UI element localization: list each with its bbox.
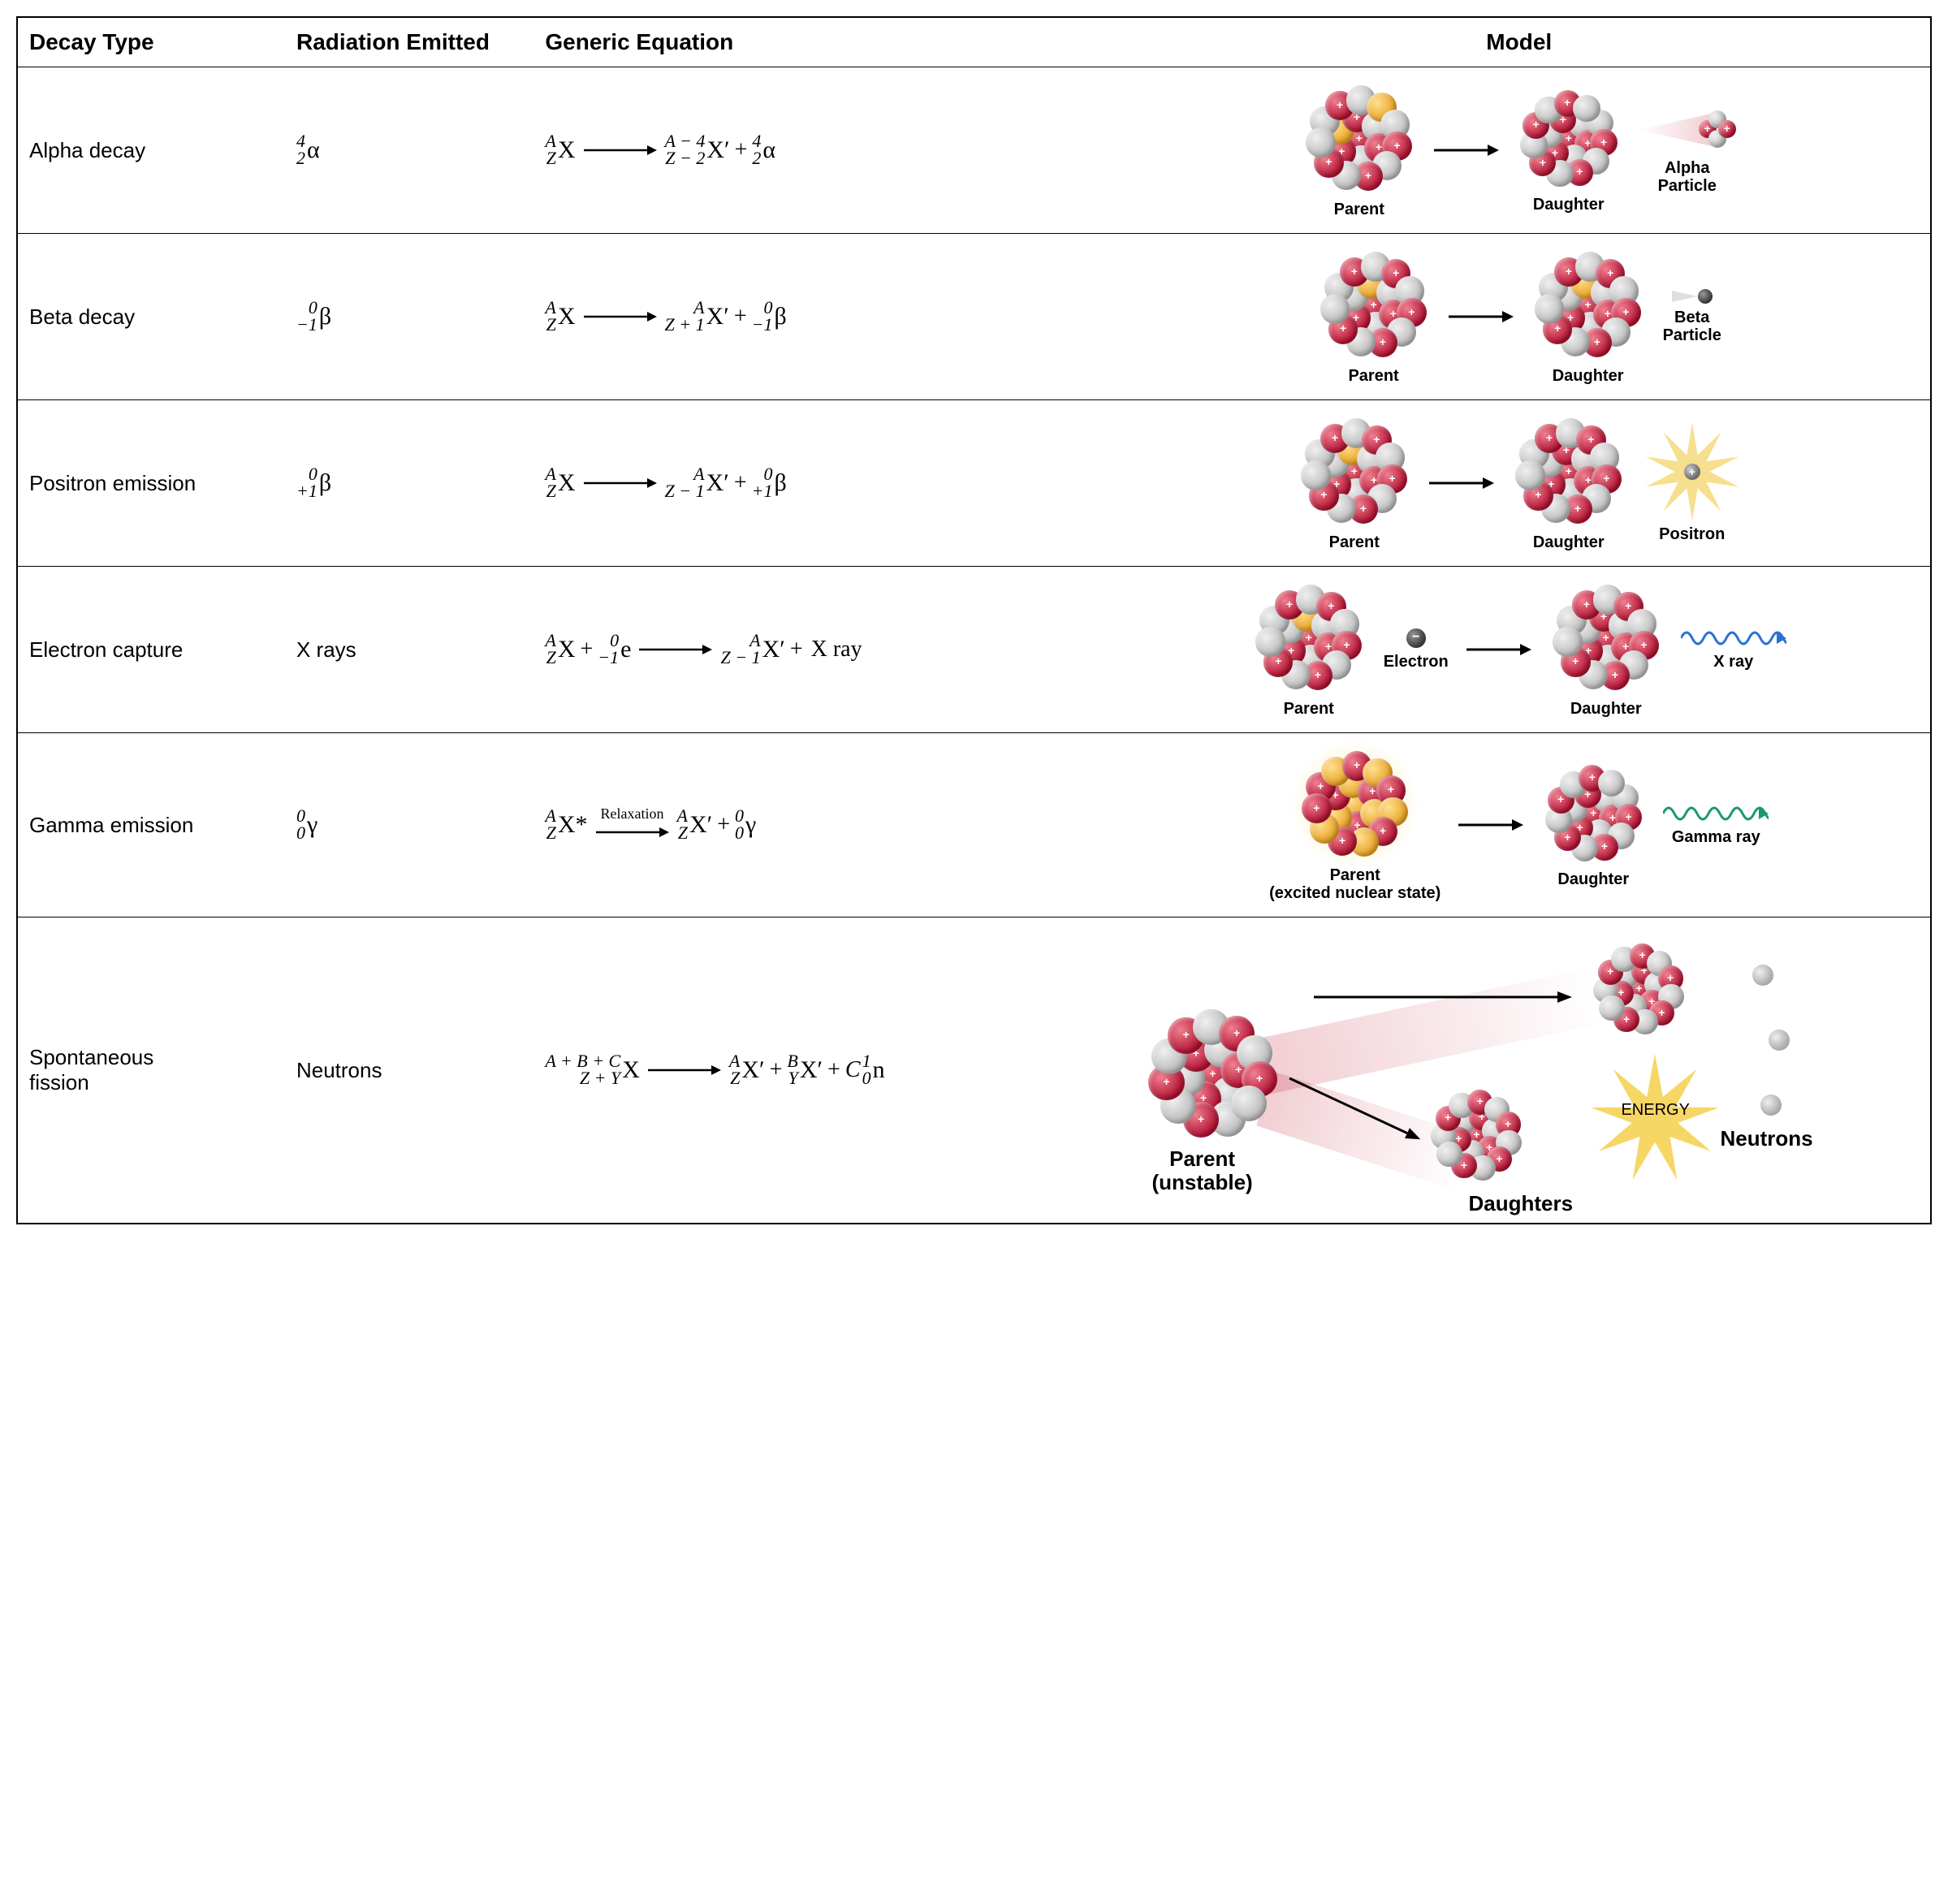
- header-radiation: Radiation Emitted: [285, 17, 533, 67]
- table-row: SpontaneousfissionNeutrons A + B + CZ + …: [17, 917, 1931, 1224]
- decay-type-label: Electron capture: [17, 567, 285, 733]
- header-row: Decay Type Radiation Emitted Generic Equ…: [17, 17, 1931, 67]
- decay-type-label: Alpha decay: [17, 67, 285, 234]
- nucleus-icon: [1252, 581, 1366, 695]
- fission-model: ENERGY Parent(unstable) Daughters Neutro…: [1119, 932, 1919, 1208]
- radiation-emitted: 42 α: [285, 67, 533, 234]
- nucleus-icon: [1298, 748, 1412, 861]
- generic-equation: AZ X + 0−1 e AZ − 1 X′ +X ray: [533, 567, 1108, 733]
- radiation-emitted: Neutrons: [285, 917, 533, 1224]
- decay-type-label: Positron emission: [17, 400, 285, 567]
- nucleus-icon: [1143, 1005, 1281, 1143]
- generic-equation: A + B + CZ + Y X AZ X′ + BY X′ + C 10 n: [533, 917, 1108, 1224]
- neutron-icon: [1769, 1030, 1790, 1051]
- decay-type-label: Spontaneousfission: [17, 917, 285, 1224]
- radiation-emitted: 0+1 β: [285, 400, 533, 567]
- arrow-icon: [1466, 641, 1531, 658]
- nucleus-icon: [1298, 415, 1411, 529]
- table-row: Beta decay 0−1 β AZ X AZ + 1 X′ + 0−1 β …: [17, 234, 1931, 400]
- generic-equation: AZ X AZ − 1 X′ + 0+1 β: [533, 400, 1108, 567]
- nucleus-icon: [1549, 581, 1663, 695]
- decay-type-label: Gamma emission: [17, 733, 285, 917]
- model-diagram: Parent Daughter AlphaParticle: [1108, 67, 1931, 234]
- radiation-emitted: X rays: [285, 567, 533, 733]
- daughters-label: Daughters: [1468, 1192, 1573, 1215]
- table-row: Positron emission 0+1 β AZ X AZ − 1 X′ +…: [17, 400, 1931, 567]
- nucleus-icon: [1317, 248, 1431, 362]
- header-equation: Generic Equation: [533, 17, 1108, 67]
- arrow-icon: [1449, 309, 1514, 325]
- model-diagram: Parent Daughter Positron: [1108, 400, 1931, 567]
- generic-equation: AZ X A − 4Z − 2 X′ + 42 α: [533, 67, 1108, 234]
- model-diagram: Parent Electron Daughter X ray: [1108, 567, 1931, 733]
- nucleus-icon: [1590, 940, 1687, 1038]
- decay-type-label: Beta decay: [17, 234, 285, 400]
- energy-label: ENERGY: [1621, 1101, 1689, 1119]
- generic-equation: AZ X AZ + 1 X′ + 0−1 β: [533, 234, 1108, 400]
- parent-label: Parent(unstable): [1151, 1147, 1252, 1194]
- nucleus-icon: [1517, 87, 1621, 191]
- arrow-icon: [1429, 475, 1494, 491]
- wave-icon: [1663, 804, 1769, 823]
- positron-icon: [1643, 423, 1741, 520]
- neutron-icon: [1760, 1094, 1782, 1116]
- nucleus-icon: [1531, 248, 1645, 362]
- nucleus-icon: [1541, 762, 1645, 866]
- arrow-icon: [1434, 142, 1499, 158]
- arrow-icon: [1458, 817, 1523, 833]
- model-diagram: ENERGY Parent(unstable) Daughters Neutro…: [1108, 917, 1931, 1224]
- electron-icon: [1406, 628, 1426, 648]
- nucleus-icon: [1302, 82, 1416, 196]
- table-row: Alpha decay 42 α AZ X A − 4Z − 2 X′ + 42…: [17, 67, 1931, 234]
- model-diagram: Parent(excited nuclear state) Daughter G…: [1108, 733, 1931, 917]
- nucleus-icon: [1512, 415, 1626, 529]
- alpha-particle-icon: [1639, 106, 1736, 154]
- decay-table: Decay Type Radiation Emitted Generic Equ…: [16, 16, 1932, 1224]
- generic-equation: AZ X* Relaxation AZ X′ + 00 γ: [533, 733, 1108, 917]
- radiation-emitted: 0−1 β: [285, 234, 533, 400]
- wave-icon: [1681, 628, 1786, 648]
- beta-particle-icon: [1672, 289, 1713, 304]
- header-model: Model: [1108, 17, 1931, 67]
- radiation-emitted: 00 γ: [285, 733, 533, 917]
- model-diagram: Parent Daughter BetaParticle: [1108, 234, 1931, 400]
- neutrons-label: Neutrons: [1720, 1127, 1812, 1151]
- neutron-icon: [1752, 965, 1773, 986]
- header-type: Decay Type: [17, 17, 285, 67]
- table-row: Gamma emission 00 γ AZ X* Relaxation AZ …: [17, 733, 1931, 917]
- table-row: Electron captureX rays AZ X + 0−1 e AZ −…: [17, 567, 1931, 733]
- nucleus-icon: [1428, 1086, 1525, 1184]
